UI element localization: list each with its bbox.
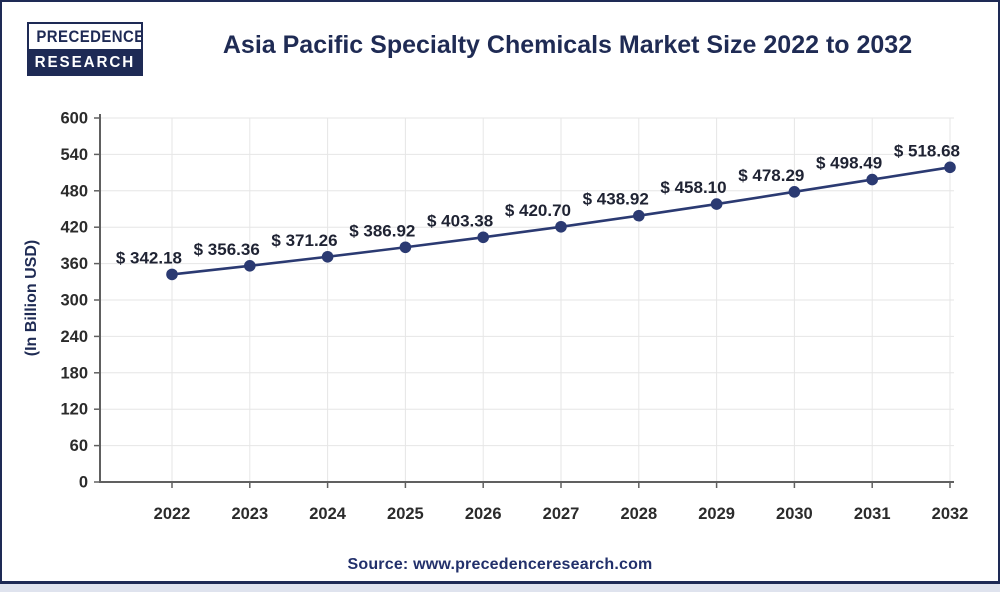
- x-tick-label: 2024: [309, 505, 347, 523]
- y-tick-label: 300: [60, 292, 88, 310]
- data-point-2026: [477, 231, 490, 244]
- data-label-2026: $ 403.38: [427, 211, 493, 230]
- y-tick-label: 480: [60, 182, 88, 200]
- data-point-2032: [944, 161, 956, 174]
- data-label-2023: $ 356.36: [194, 240, 260, 259]
- precedence-research-logo: PRECEDENCE RESEARCH: [27, 22, 143, 76]
- data-point-2022: [166, 268, 178, 281]
- data-label-2032: $ 518.68: [894, 141, 960, 160]
- logo-text-research: RESEARCH: [34, 54, 136, 71]
- x-tick-label: 2028: [620, 505, 657, 523]
- x-tick-label: 2029: [698, 505, 735, 523]
- data-label-2029: $ 458.10: [660, 178, 726, 197]
- x-tick-label: 2022: [154, 505, 191, 523]
- y-tick-label: 180: [60, 364, 88, 382]
- y-tick-label: 600: [60, 110, 88, 128]
- x-tick-label: 2023: [231, 505, 268, 523]
- y-tick-label: 540: [60, 146, 88, 164]
- x-tick-label: 2026: [465, 505, 502, 523]
- data-label-2024: $ 371.26: [271, 231, 337, 250]
- data-label-2031: $ 498.49: [816, 154, 882, 173]
- logo-bottom-row: RESEARCH: [27, 49, 143, 76]
- y-tick-label: 60: [70, 437, 88, 455]
- logo-text-precedence: PRECEDENCE: [36, 27, 143, 46]
- x-tick-label: 2031: [854, 505, 891, 523]
- data-point-2023: [244, 260, 256, 272]
- data-point-2030: [788, 186, 801, 198]
- data-point-2025: [399, 241, 412, 254]
- data-point-2027: [555, 220, 567, 233]
- x-tick-label: 2027: [543, 505, 580, 523]
- y-tick-label: 0: [79, 474, 88, 492]
- logo-top-row: PRECEDENCE: [27, 22, 143, 49]
- data-label-2030: $ 478.29: [738, 166, 804, 185]
- data-label-2025: $ 386.92: [349, 221, 415, 240]
- x-tick-label: 2030: [776, 505, 813, 523]
- data-point-2029: [710, 198, 723, 210]
- data-point-2024: [321, 250, 334, 263]
- y-tick-label: 420: [60, 219, 88, 237]
- data-label-2022: $ 342.18: [116, 248, 182, 267]
- data-point-2031: [866, 173, 878, 186]
- source-text: Source: www.precedenceresearch.com: [347, 556, 653, 573]
- y-tick-label: 240: [60, 328, 88, 346]
- data-label-2028: $ 438.92: [583, 190, 649, 209]
- chart-title: Asia Pacific Specialty Chemicals Market …: [222, 31, 913, 59]
- y-tick-label: 360: [60, 255, 88, 273]
- data-point-2028: [633, 209, 645, 222]
- x-tick-label: 2032: [932, 505, 969, 523]
- data-label-2027: $ 420.70: [505, 201, 571, 220]
- y-axis-title: (In Billion USD): [23, 240, 40, 356]
- x-tick-label: 2025: [387, 505, 424, 523]
- y-tick-label: 120: [60, 401, 88, 419]
